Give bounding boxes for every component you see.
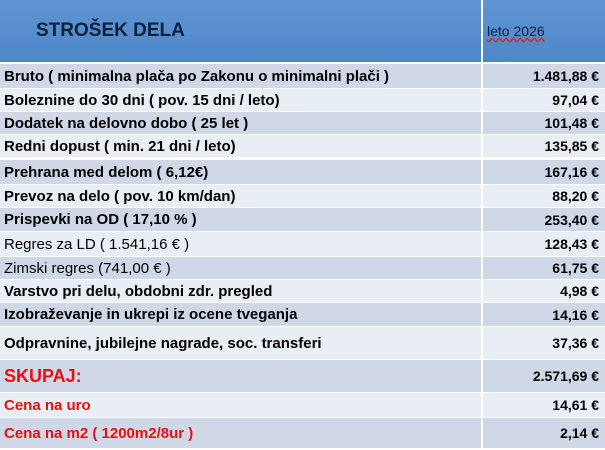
- header-title: STROŠEK DELA: [0, 0, 481, 62]
- row-value: 135,85 €: [483, 135, 605, 157]
- row-label: SKUPAJ:: [0, 360, 481, 392]
- row-label: Izobraževanje in ukrepi iz ocene tveganj…: [0, 303, 481, 326]
- row-label: Odpravnine, jubilejne nagrade, soc. tran…: [0, 327, 481, 359]
- row-label: Prispevki na OD ( 17,10 % ): [0, 208, 481, 231]
- row-label: Bruto ( minimalna plača po Zakonu o mini…: [0, 64, 481, 88]
- row-value: 88,20 €: [483, 185, 605, 207]
- header-column: leto 2026: [483, 0, 605, 62]
- row-label: Dodatek na delovno dobo ( 25 let ): [0, 112, 481, 134]
- row-value: 4,98 €: [483, 280, 605, 302]
- row-label: Varstvo pri delu, obdobni zdr. pregled: [0, 280, 481, 302]
- row-label: Prevoz na delo ( pov. 10 km/dan): [0, 185, 481, 207]
- row-label: Boleznine do 30 dni ( pov. 15 dni / leto…: [0, 89, 481, 111]
- row-value: 2,14 €: [483, 418, 605, 448]
- row-value: 14,61 €: [483, 393, 605, 417]
- row-value: 253,40 €: [483, 208, 605, 231]
- row-label: Cena na uro: [0, 393, 481, 417]
- row-value: 37,36 €: [483, 327, 605, 359]
- row-value: 97,04 €: [483, 89, 605, 111]
- row-value: 128,43 €: [483, 232, 605, 256]
- row-label: Regres za LD ( 1.541,16 € ): [0, 232, 481, 256]
- row-value: 1.481,88 €: [483, 64, 605, 88]
- row-label: Prehrana med delom ( 6,12€): [0, 160, 481, 184]
- row-value: 2.571,69 €: [483, 360, 605, 392]
- row-value: 101,48 €: [483, 112, 605, 134]
- row-value: 167,16 €: [483, 160, 605, 184]
- row-value: 14,16 €: [483, 303, 605, 326]
- row-label: Cena na m2 ( 1200m2/8ur ): [0, 418, 481, 448]
- row-label: Redni dopust ( min. 21 dni / leto): [0, 135, 481, 157]
- row-value: 61,75 €: [483, 257, 605, 279]
- row-label: Zimski regres (741,00 € ): [0, 257, 481, 279]
